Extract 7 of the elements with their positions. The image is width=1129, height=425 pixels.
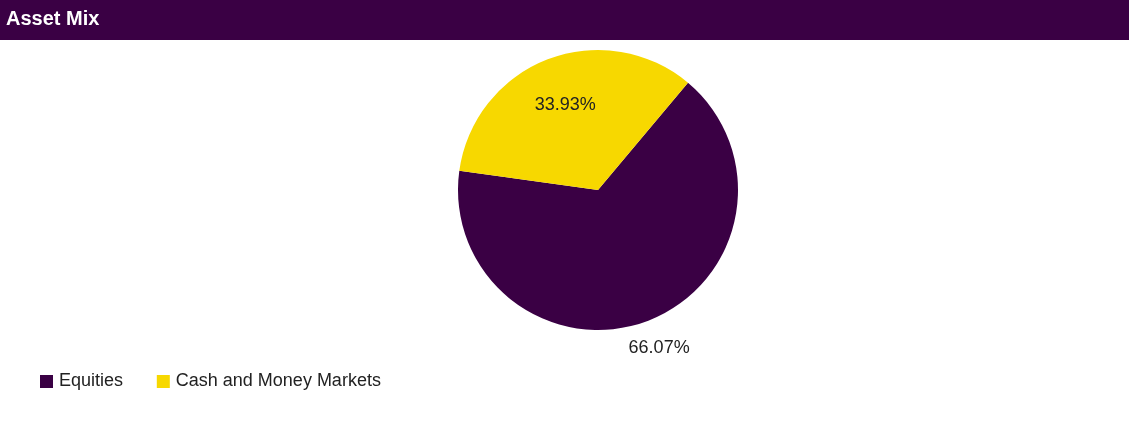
legend-label: Equities xyxy=(59,369,124,390)
chart-title: Asset Mix xyxy=(6,7,100,30)
legend-label: Cash and Money Markets xyxy=(175,369,381,390)
pie-slice xyxy=(459,50,688,190)
data-label: 33.93% xyxy=(534,93,596,114)
data-label: 66.07% xyxy=(628,337,690,358)
pie-slice xyxy=(458,82,738,330)
